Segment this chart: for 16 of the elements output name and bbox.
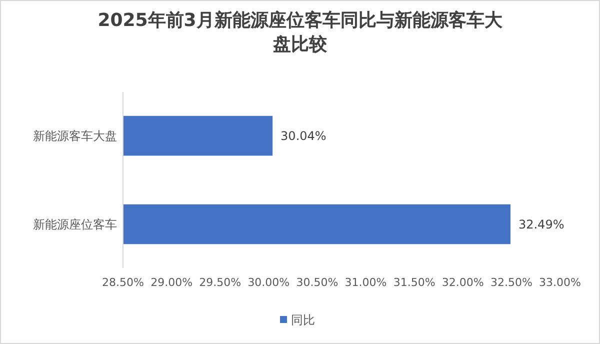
data-label: 32.49% bbox=[518, 217, 564, 232]
y-tick-label: 新能源客车大盘 bbox=[33, 128, 117, 143]
x-tick-label: 31.00% bbox=[344, 276, 387, 289]
x-tick-label: 30.50% bbox=[296, 276, 338, 289]
chart-title: 2025年前3月新能源座位客车同比与新能源客车大盘比较 bbox=[98, 10, 504, 55]
x-tick-label: 29.00% bbox=[150, 276, 193, 289]
x-tick-label: 32.00% bbox=[442, 276, 484, 289]
x-tick-label: 28.50% bbox=[102, 276, 144, 289]
x-tick-label: 33.00% bbox=[539, 276, 581, 289]
data-label: 30.04% bbox=[280, 128, 326, 143]
x-tick-label: 30.00% bbox=[248, 276, 290, 289]
x-tick-label: 32.50% bbox=[490, 276, 532, 289]
y-tick-label: 新能源座位客车 bbox=[33, 217, 117, 232]
x-tick-label: 29.50% bbox=[199, 276, 242, 289]
legend-label: 同比 bbox=[291, 313, 315, 328]
x-tick-label: 31.50% bbox=[393, 276, 436, 289]
